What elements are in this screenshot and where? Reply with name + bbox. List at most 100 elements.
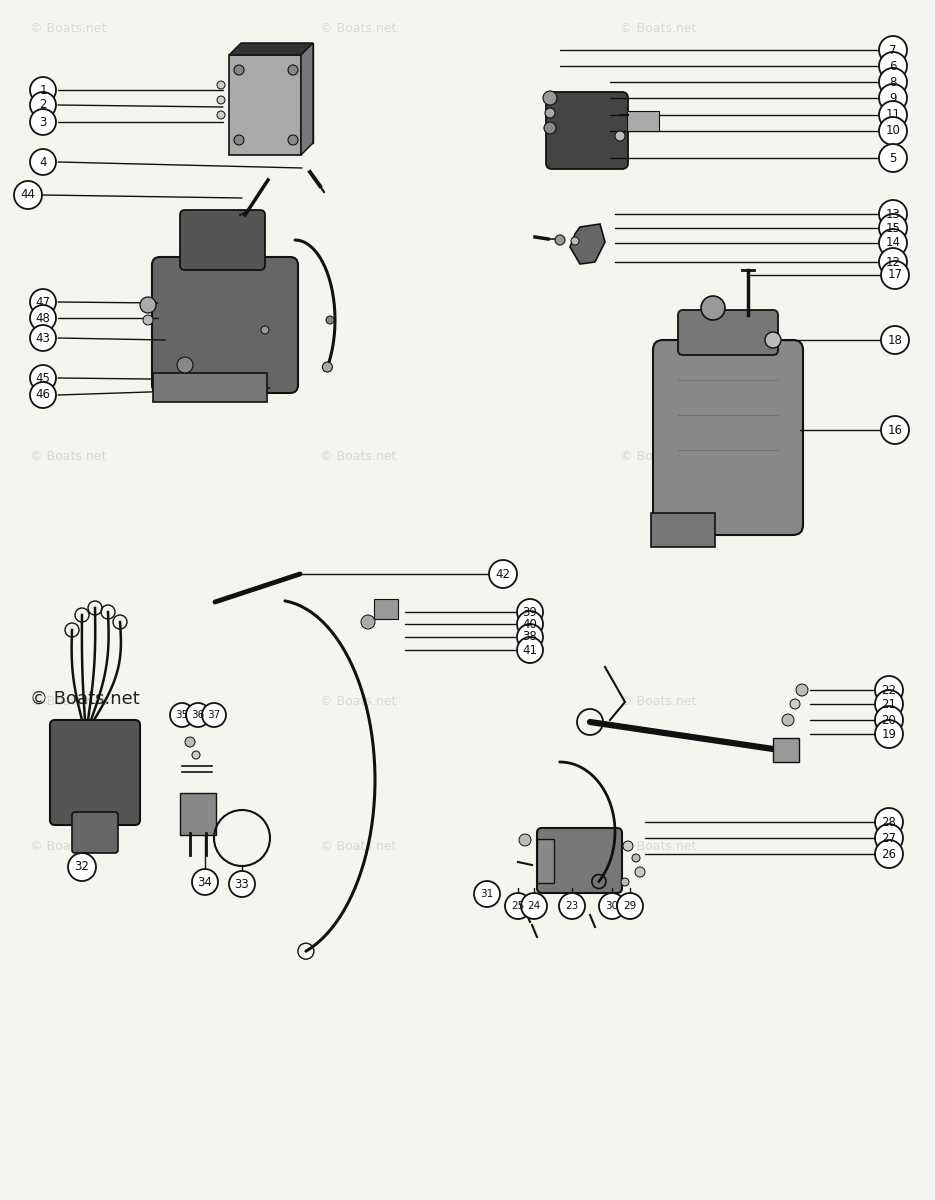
FancyBboxPatch shape <box>678 310 778 355</box>
Text: 6: 6 <box>889 60 897 72</box>
Circle shape <box>796 684 808 696</box>
Circle shape <box>517 624 543 650</box>
Text: 29: 29 <box>624 901 637 911</box>
Circle shape <box>177 358 193 373</box>
Circle shape <box>30 149 56 175</box>
Circle shape <box>521 893 547 919</box>
Text: 4: 4 <box>39 156 47 168</box>
Text: 19: 19 <box>882 727 897 740</box>
Circle shape <box>790 698 800 709</box>
Circle shape <box>519 834 531 846</box>
Text: © Boats.net: © Boats.net <box>620 450 697 463</box>
FancyBboxPatch shape <box>50 720 140 826</box>
Circle shape <box>875 824 903 852</box>
Text: 41: 41 <box>523 643 538 656</box>
Circle shape <box>875 690 903 718</box>
Circle shape <box>192 751 200 758</box>
FancyBboxPatch shape <box>152 257 298 392</box>
Text: 30: 30 <box>606 901 619 911</box>
Circle shape <box>881 326 909 354</box>
Circle shape <box>30 289 56 314</box>
FancyBboxPatch shape <box>374 599 398 619</box>
Circle shape <box>517 599 543 625</box>
Text: 13: 13 <box>885 208 900 221</box>
Text: 48: 48 <box>36 312 50 324</box>
Text: 23: 23 <box>566 901 579 911</box>
Circle shape <box>517 611 543 637</box>
Circle shape <box>30 382 56 408</box>
Circle shape <box>615 131 625 140</box>
Text: 11: 11 <box>885 108 900 121</box>
Circle shape <box>879 52 907 80</box>
Circle shape <box>617 893 643 919</box>
Text: 18: 18 <box>887 334 902 347</box>
FancyBboxPatch shape <box>651 514 715 547</box>
Circle shape <box>217 80 225 89</box>
Circle shape <box>185 737 195 746</box>
Text: 38: 38 <box>523 630 538 643</box>
Circle shape <box>559 893 585 919</box>
Text: 9: 9 <box>889 91 897 104</box>
Circle shape <box>879 229 907 257</box>
Circle shape <box>186 703 210 727</box>
Circle shape <box>140 296 156 313</box>
Text: 35: 35 <box>176 710 189 720</box>
Text: 24: 24 <box>527 901 540 911</box>
Circle shape <box>875 676 903 704</box>
Polygon shape <box>570 224 605 264</box>
Text: © Boats.net: © Boats.net <box>320 22 396 35</box>
Circle shape <box>701 296 725 320</box>
Text: © Boats.net: © Boats.net <box>30 450 107 463</box>
Circle shape <box>875 840 903 868</box>
Text: 10: 10 <box>885 125 900 138</box>
FancyBboxPatch shape <box>653 340 803 535</box>
FancyBboxPatch shape <box>537 828 622 893</box>
Text: 42: 42 <box>496 568 511 581</box>
Text: 32: 32 <box>75 860 90 874</box>
Circle shape <box>879 36 907 64</box>
Circle shape <box>489 560 517 588</box>
Text: © Boats.net: © Boats.net <box>620 695 697 708</box>
Text: © Boats.net: © Boats.net <box>620 840 697 853</box>
Text: © Boats.net: © Boats.net <box>320 840 396 853</box>
Circle shape <box>30 109 56 134</box>
Polygon shape <box>301 43 313 155</box>
Text: 40: 40 <box>523 618 538 630</box>
Text: 33: 33 <box>235 877 250 890</box>
Circle shape <box>879 116 907 145</box>
Polygon shape <box>229 43 313 55</box>
Circle shape <box>879 84 907 112</box>
Circle shape <box>229 871 255 898</box>
Text: 27: 27 <box>882 832 897 845</box>
Text: 5: 5 <box>889 151 897 164</box>
Circle shape <box>782 714 794 726</box>
Text: 17: 17 <box>887 269 902 282</box>
Circle shape <box>621 878 629 886</box>
Circle shape <box>30 77 56 103</box>
Circle shape <box>30 305 56 331</box>
Circle shape <box>545 108 555 118</box>
Circle shape <box>635 866 645 877</box>
Circle shape <box>217 96 225 104</box>
Circle shape <box>879 68 907 96</box>
Circle shape <box>217 110 225 119</box>
Circle shape <box>879 101 907 128</box>
Text: 25: 25 <box>511 901 525 911</box>
Text: 22: 22 <box>882 684 897 696</box>
Text: © Boats.net: © Boats.net <box>30 690 139 708</box>
Text: © Boats.net: © Boats.net <box>620 22 697 35</box>
Circle shape <box>14 181 42 209</box>
Text: © Boats.net: © Boats.net <box>30 840 107 853</box>
Circle shape <box>143 314 153 325</box>
Circle shape <box>879 248 907 276</box>
Text: © Boats.net: © Boats.net <box>30 695 107 708</box>
Circle shape <box>875 720 903 748</box>
Circle shape <box>881 260 909 289</box>
Text: 26: 26 <box>882 847 897 860</box>
FancyBboxPatch shape <box>180 793 216 835</box>
Circle shape <box>881 416 909 444</box>
Text: © Boats.net: © Boats.net <box>320 450 396 463</box>
Text: 2: 2 <box>39 98 47 112</box>
Text: 14: 14 <box>885 236 900 250</box>
Circle shape <box>599 893 625 919</box>
